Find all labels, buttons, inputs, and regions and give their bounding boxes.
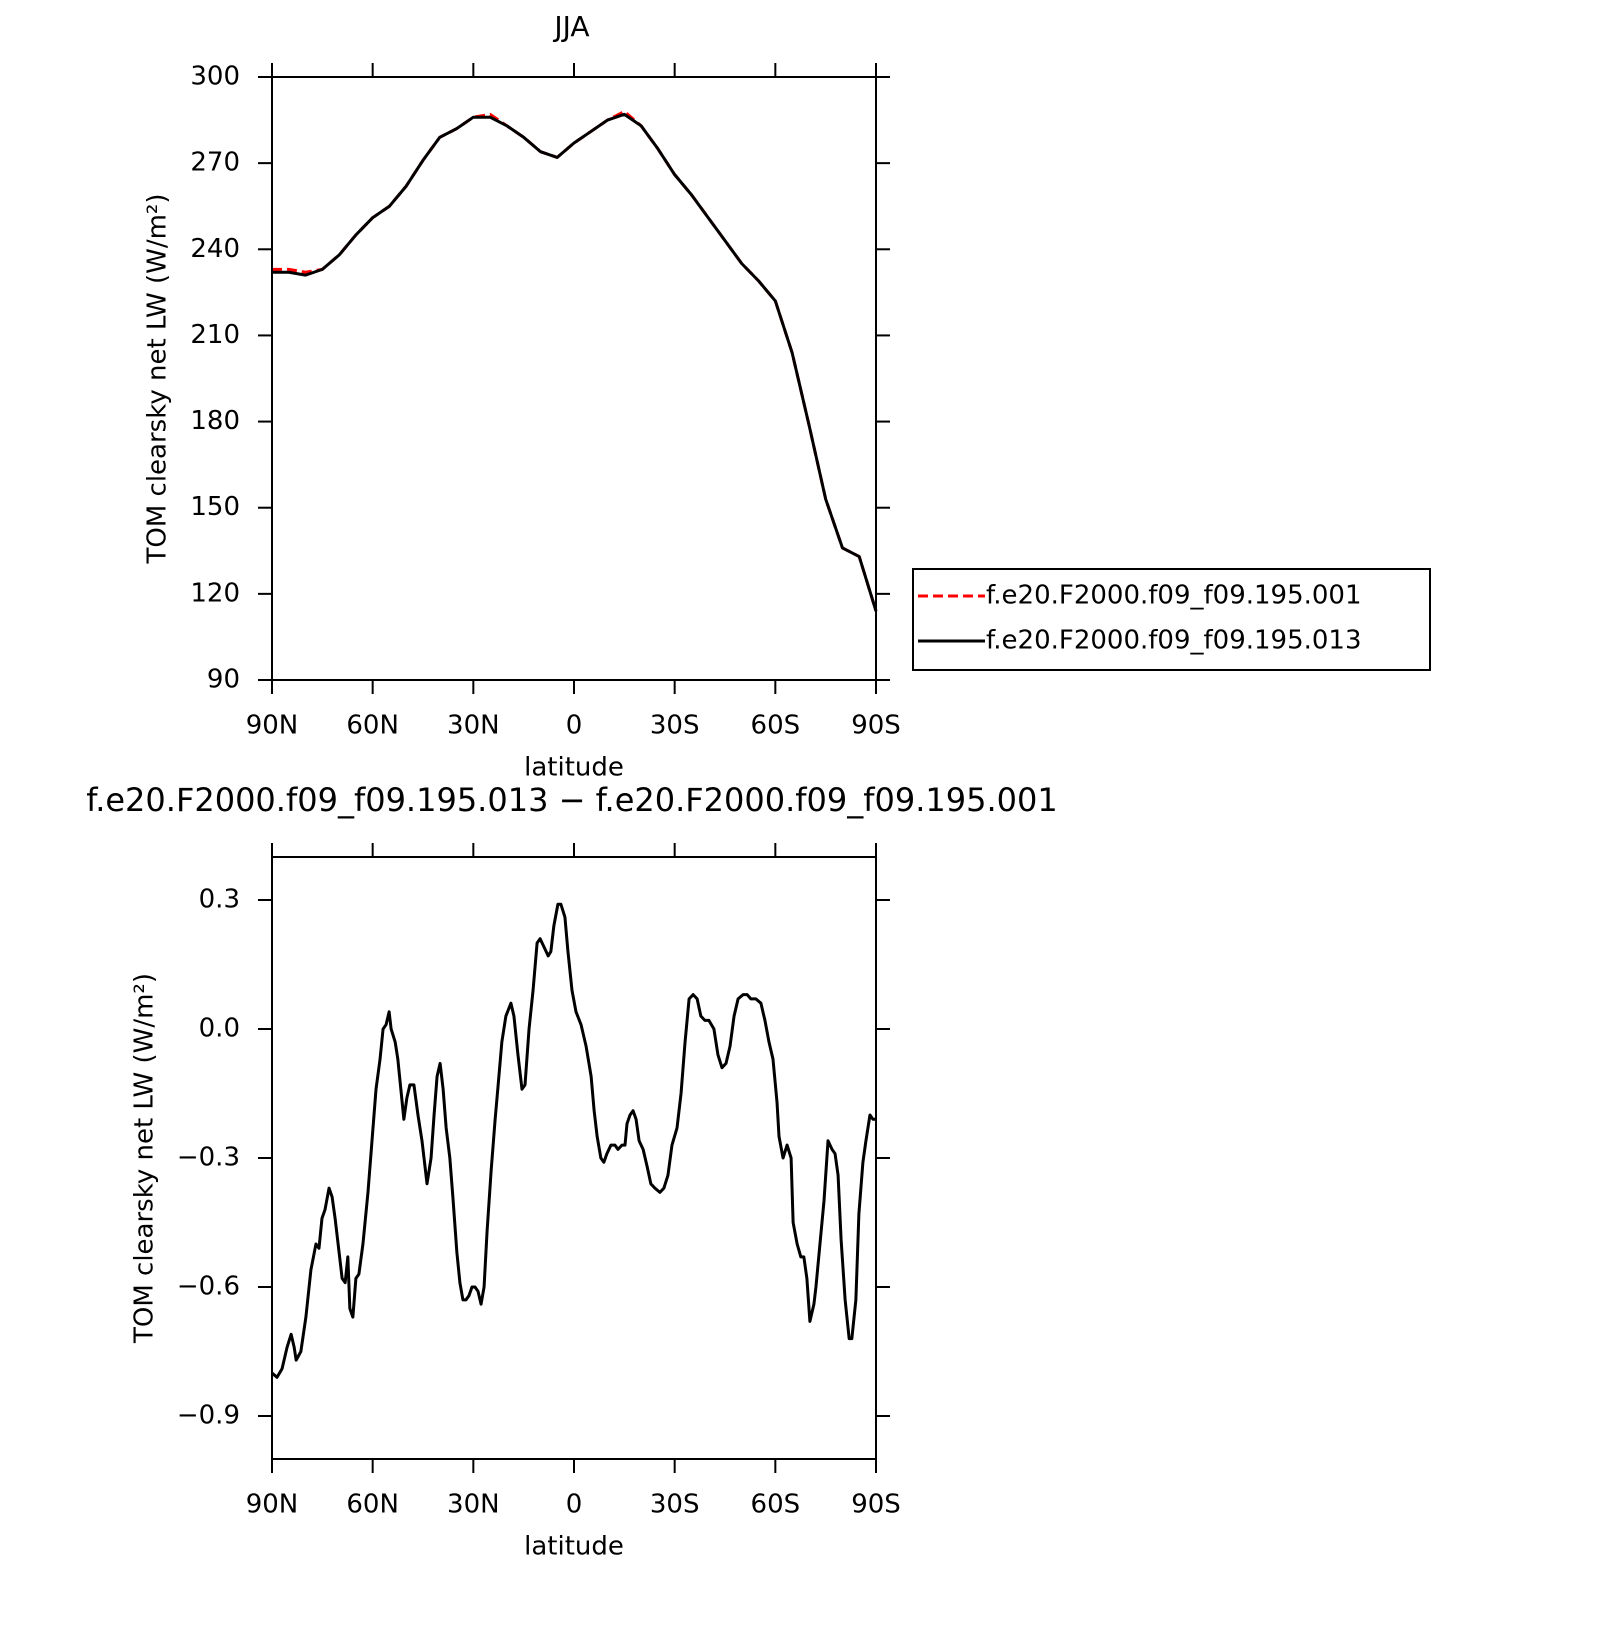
x-tick-label: 30N: [447, 711, 500, 741]
x-tick-label: 90N: [246, 711, 299, 741]
chart-title: f.e20.F2000.f09_f09.195.013 − f.e20.F200…: [86, 781, 1058, 819]
data-line: [272, 112, 878, 612]
x-axis-label: latitude: [524, 753, 624, 783]
y-axis-label: TOM clearsky net LW (W/m²): [130, 973, 160, 1344]
x-tick-label: 90S: [851, 711, 901, 741]
x-tick-label: 60N: [346, 711, 399, 741]
y-tick-label: 210: [190, 320, 240, 350]
y-tick-label: 180: [190, 406, 240, 436]
x-tick-label: 0: [566, 1490, 583, 1520]
y-tick-label: 90: [207, 665, 240, 695]
plot-frame: [271, 856, 877, 1460]
y-tick-label: 120: [190, 578, 240, 608]
legend-label: f.e20.F2000.f09_f09.195.013: [986, 626, 1362, 656]
y-tick-label: 270: [190, 148, 240, 178]
y-tick-label: 150: [190, 492, 240, 522]
y-tick-label: 300: [190, 62, 240, 92]
data-line: [272, 109, 878, 612]
y-tick-label: 0.0: [199, 1014, 240, 1044]
x-tick-label: 60N: [346, 1490, 399, 1520]
plot-frame: [271, 76, 877, 681]
x-tick-label: 60S: [751, 1490, 801, 1520]
x-tick-label: 0: [566, 711, 583, 741]
x-tick-label: 30S: [650, 711, 700, 741]
y-tick-label: −0.6: [177, 1272, 240, 1302]
x-tick-label: 90S: [851, 1490, 901, 1520]
chart-title: JJA: [552, 10, 589, 43]
y-tick-label: −0.3: [177, 1143, 240, 1173]
data-line: [271, 902, 876, 1379]
y-tick-label: −0.9: [177, 1401, 240, 1431]
x-tick-label: 60S: [751, 711, 801, 741]
x-tick-label: 90N: [246, 1490, 299, 1520]
y-tick-label: 0.3: [199, 885, 240, 915]
y-tick-label: 240: [190, 234, 240, 264]
x-axis-label: latitude: [524, 1532, 624, 1562]
x-tick-label: 30S: [650, 1490, 700, 1520]
y-axis-label: TOM clearsky net LW (W/m²): [143, 193, 173, 564]
legend-box: [912, 568, 1431, 671]
x-tick-label: 30N: [447, 1490, 500, 1520]
legend-label: f.e20.F2000.f09_f09.195.001: [986, 581, 1362, 611]
